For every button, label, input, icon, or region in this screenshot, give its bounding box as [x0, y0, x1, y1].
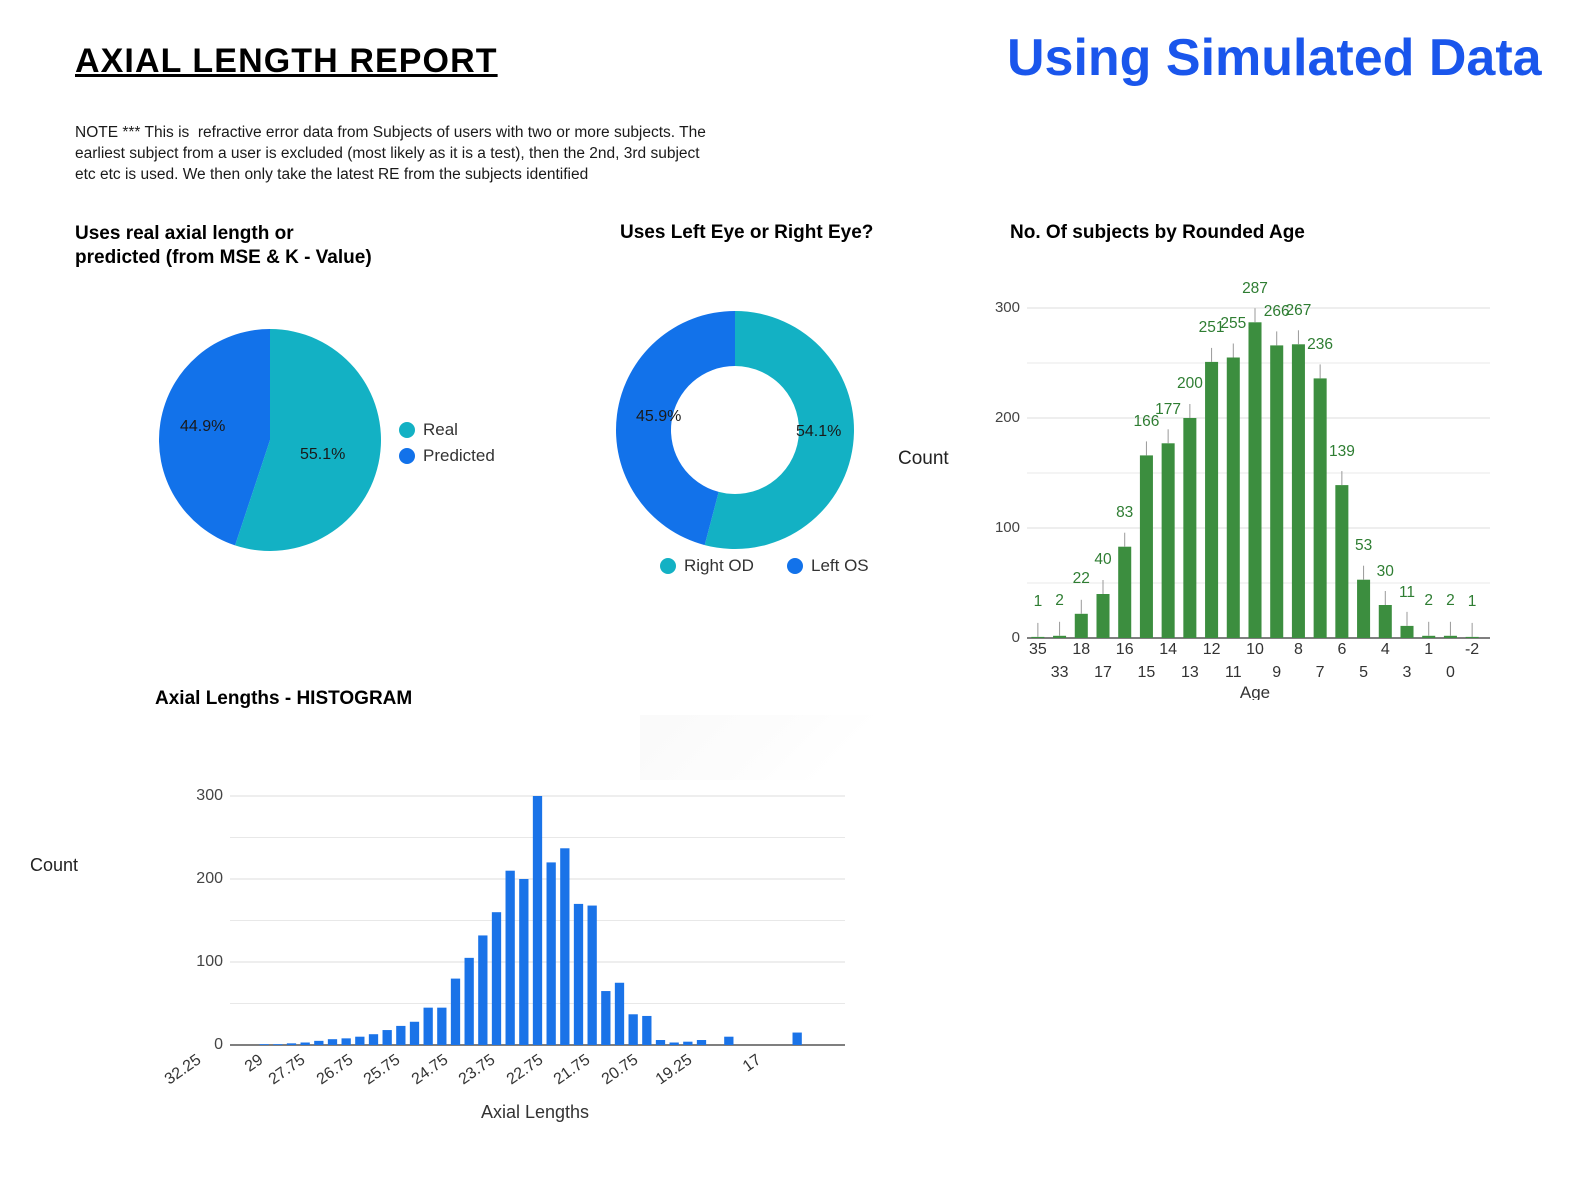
- svg-text:255: 255: [1220, 315, 1246, 332]
- svg-text:1: 1: [1468, 593, 1477, 610]
- svg-text:10: 10: [1246, 641, 1264, 658]
- svg-text:287: 287: [1242, 280, 1268, 297]
- svg-text:15: 15: [1138, 664, 1156, 681]
- svg-text:1: 1: [1034, 593, 1043, 610]
- svg-text:22.75: 22.75: [504, 1051, 547, 1088]
- svg-text:21.75: 21.75: [551, 1051, 594, 1088]
- svg-text:33: 33: [1051, 664, 1069, 681]
- svg-text:300: 300: [995, 299, 1020, 316]
- svg-text:18: 18: [1072, 641, 1090, 658]
- svg-text:32.25: 32.25: [162, 1051, 205, 1088]
- svg-text:0: 0: [214, 1036, 223, 1053]
- svg-text:22: 22: [1073, 570, 1090, 587]
- svg-text:40: 40: [1094, 551, 1112, 568]
- svg-text:13: 13: [1181, 664, 1199, 681]
- svg-text:16: 16: [1116, 641, 1134, 658]
- svg-text:Axial Lengths: Axial Lengths: [481, 1102, 589, 1122]
- svg-text:17: 17: [740, 1051, 764, 1075]
- svg-text:17: 17: [1094, 664, 1112, 681]
- svg-text:14: 14: [1159, 641, 1177, 658]
- svg-text:100: 100: [995, 519, 1020, 536]
- svg-text:29: 29: [242, 1051, 266, 1075]
- svg-text:11: 11: [1225, 664, 1242, 681]
- svg-text:0: 0: [1446, 664, 1455, 681]
- svg-text:5: 5: [1359, 664, 1368, 681]
- svg-text:2: 2: [1424, 592, 1433, 609]
- svg-text:267: 267: [1285, 302, 1311, 319]
- svg-text:2: 2: [1055, 592, 1064, 609]
- svg-text:27.75: 27.75: [266, 1051, 309, 1088]
- svg-text:200: 200: [196, 870, 223, 887]
- svg-text:100: 100: [196, 953, 223, 970]
- svg-text:177: 177: [1155, 401, 1181, 418]
- svg-text:300: 300: [196, 787, 223, 804]
- svg-text:35: 35: [1029, 641, 1047, 658]
- svg-text:26.75: 26.75: [314, 1051, 357, 1088]
- svg-text:Age: Age: [1240, 683, 1270, 700]
- svg-text:236: 236: [1307, 336, 1333, 353]
- svg-text:11: 11: [1399, 584, 1415, 601]
- svg-text:83: 83: [1116, 504, 1133, 521]
- svg-text:2: 2: [1446, 592, 1455, 609]
- svg-text:53: 53: [1355, 537, 1372, 554]
- svg-text:30: 30: [1377, 563, 1395, 580]
- svg-text:20.75: 20.75: [599, 1051, 642, 1088]
- svg-text:200: 200: [1177, 375, 1203, 392]
- svg-text:0: 0: [1012, 629, 1020, 646]
- svg-text:23.75: 23.75: [456, 1051, 499, 1088]
- svg-text:1: 1: [1424, 641, 1433, 658]
- svg-text:7: 7: [1316, 664, 1325, 681]
- svg-text:-2: -2: [1465, 641, 1479, 658]
- svg-text:8: 8: [1294, 641, 1303, 658]
- svg-text:4: 4: [1381, 641, 1390, 658]
- svg-text:9: 9: [1272, 664, 1281, 681]
- svg-text:3: 3: [1403, 664, 1412, 681]
- svg-text:6: 6: [1337, 641, 1346, 658]
- svg-text:200: 200: [995, 409, 1020, 426]
- svg-text:24.75: 24.75: [409, 1051, 452, 1088]
- svg-text:25.75: 25.75: [361, 1051, 404, 1088]
- svg-text:19.25: 19.25: [653, 1051, 696, 1088]
- svg-text:12: 12: [1203, 641, 1221, 658]
- svg-text:139: 139: [1329, 443, 1355, 460]
